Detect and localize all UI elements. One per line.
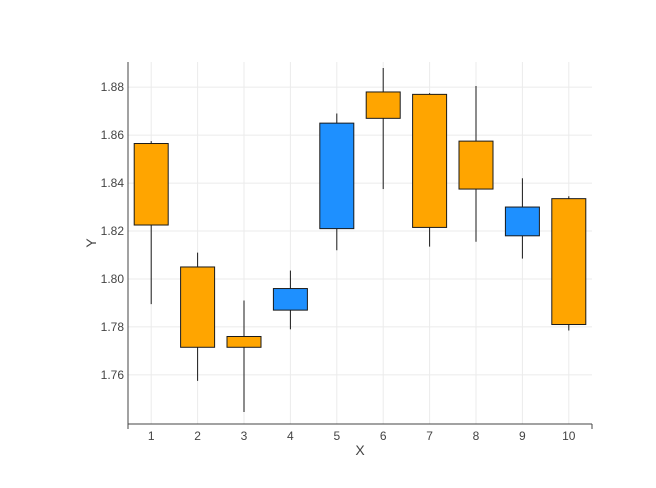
- x-tick-label: 5: [333, 429, 340, 443]
- x-tick-label: 6: [380, 429, 387, 443]
- candle: [412, 93, 448, 247]
- y-tick-label: 1.76: [101, 368, 125, 382]
- axes: [127, 62, 592, 425]
- y-tick-label: 1.80: [101, 272, 125, 286]
- candle-body: [319, 122, 355, 230]
- x-tick-label: 1: [148, 429, 155, 443]
- candles: [133, 67, 587, 413]
- x-tick-label: 2: [194, 429, 201, 443]
- x-tick-label: 3: [241, 429, 248, 443]
- y-tick-label: 1.82: [101, 224, 125, 238]
- x-tick-label: 4: [287, 429, 294, 443]
- x-tick-label: 9: [519, 429, 526, 443]
- candle-body: [458, 140, 494, 190]
- candle: [504, 178, 540, 259]
- x-tick-label: 10: [562, 429, 576, 443]
- candle-body: [551, 198, 587, 326]
- candle: [458, 85, 494, 242]
- y-tick-label: 1.78: [101, 320, 125, 334]
- candle: [180, 252, 216, 381]
- y-axis-title: Y: [83, 238, 99, 248]
- x-tick-label: 8: [473, 429, 480, 443]
- x-tick-label: 7: [426, 429, 433, 443]
- candle: [365, 67, 401, 190]
- candle: [319, 113, 355, 251]
- y-ticks: 1.76 1.78 1.80 1.82 1.84 1.86 1.88: [101, 80, 125, 382]
- candle-body: [365, 91, 401, 119]
- candle-body: [226, 335, 262, 348]
- candle-body: [412, 93, 448, 228]
- y-tick-label: 1.86: [101, 128, 125, 142]
- y-tick-label: 1.84: [101, 176, 125, 190]
- candle-body: [272, 288, 308, 311]
- candle-body: [180, 266, 216, 348]
- candle: [551, 196, 587, 331]
- x-ticks: 1 2 3 4 5 6 7 8 9 10: [127, 424, 593, 443]
- candle: [272, 270, 308, 330]
- candle-body: [504, 206, 540, 237]
- candle-body: [133, 143, 169, 226]
- x-axis-title: X: [355, 442, 365, 458]
- candle: [133, 141, 169, 305]
- candle: [226, 300, 262, 413]
- y-tick-label: 1.88: [101, 80, 125, 94]
